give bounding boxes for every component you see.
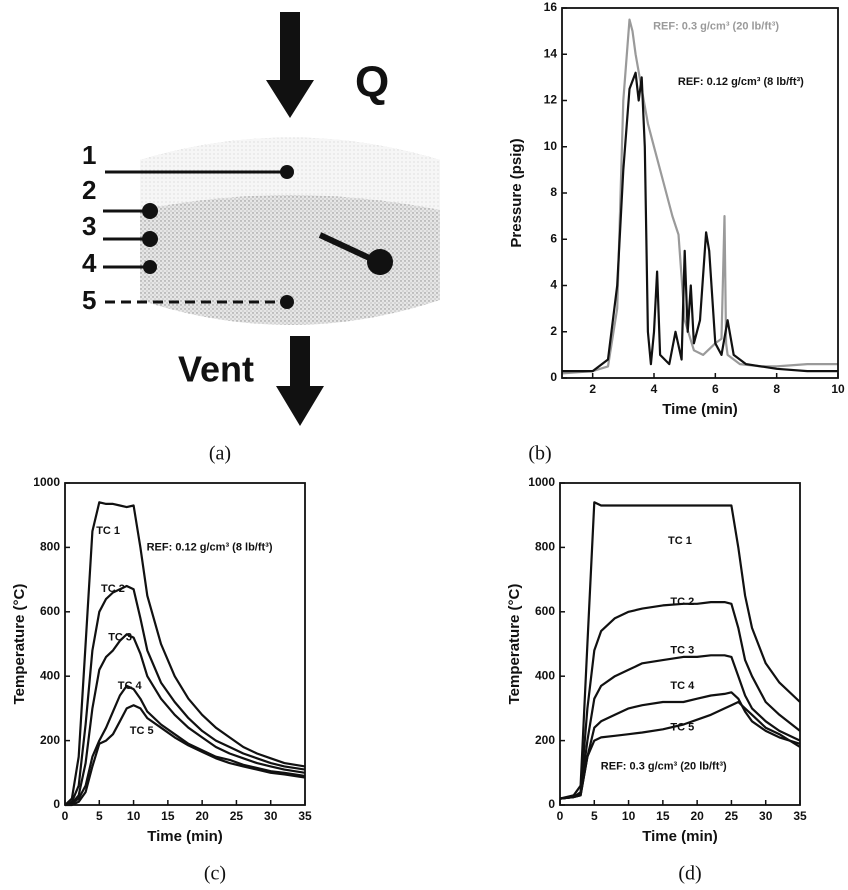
y-tick-label: 14 bbox=[544, 46, 558, 60]
x-tick-label: 0 bbox=[557, 809, 564, 823]
x-tick-label: 10 bbox=[622, 809, 636, 823]
x-axis-label: Time (min) bbox=[662, 401, 738, 418]
x-tick-label: 4 bbox=[651, 382, 658, 396]
probe-tip bbox=[142, 231, 158, 247]
y-tick-label: 8 bbox=[550, 185, 557, 199]
x-tick-label: 0 bbox=[62, 809, 69, 823]
series-label: TC 5 bbox=[670, 722, 694, 734]
pressure-probe-tip bbox=[367, 249, 393, 275]
series-label: TC 2 bbox=[670, 596, 694, 608]
y-tick-label: 6 bbox=[550, 231, 557, 245]
y-tick-label: 800 bbox=[535, 540, 555, 554]
series-line bbox=[64, 684, 306, 807]
series-line bbox=[64, 633, 306, 807]
x-tick-label: 6 bbox=[712, 382, 719, 396]
x-tick-label: 5 bbox=[96, 809, 103, 823]
x-tick-label: 20 bbox=[690, 809, 704, 823]
y-tick-label: 0 bbox=[548, 797, 555, 811]
position-label: 5 bbox=[82, 285, 96, 315]
position-label: 4 bbox=[82, 248, 97, 278]
diagram: Q 1 2 3 4 5 Vent (a) bbox=[82, 12, 440, 465]
y-tick-label: 400 bbox=[535, 668, 555, 682]
series-label: TC 3 bbox=[108, 631, 132, 643]
vent-label: Vent bbox=[178, 349, 254, 390]
probe-tip bbox=[280, 165, 294, 179]
series-line bbox=[559, 601, 801, 800]
y-axis-label: Temperature (°C) bbox=[11, 584, 28, 705]
series-label: TC 4 bbox=[118, 680, 143, 692]
panel-caption: (a) bbox=[209, 443, 231, 465]
y-tick-label: 400 bbox=[40, 668, 60, 682]
y-tick-label: 2 bbox=[550, 324, 557, 338]
series-line bbox=[561, 18, 838, 375]
y-tick-label: 12 bbox=[544, 93, 558, 107]
y-tick-label: 0 bbox=[53, 797, 60, 811]
probe-tip bbox=[280, 295, 294, 309]
probe-tip bbox=[142, 203, 158, 219]
plot-frame bbox=[559, 482, 801, 806]
y-axis-label: Pressure (psig) bbox=[508, 138, 525, 247]
y-axis-label: Temperature (°C) bbox=[506, 584, 523, 705]
x-tick-label: 20 bbox=[195, 809, 209, 823]
series-line bbox=[559, 501, 801, 800]
x-tick-label: 15 bbox=[656, 809, 670, 823]
series-line bbox=[559, 700, 801, 800]
series-label: TC 4 bbox=[670, 680, 695, 692]
position-label: 1 bbox=[82, 140, 96, 170]
series-line bbox=[562, 71, 838, 373]
x-tick-label: 8 bbox=[773, 382, 780, 396]
plot-frame bbox=[64, 482, 306, 806]
panel-caption: (c) bbox=[204, 863, 226, 885]
annotation: REF: 0.12 g/cm³ (8 lb/ft³) bbox=[147, 541, 273, 553]
series-label: TC 2 bbox=[101, 583, 125, 595]
y-tick-label: 16 bbox=[544, 0, 558, 14]
series-line bbox=[64, 501, 306, 806]
x-axis-label: Time (min) bbox=[147, 828, 223, 845]
series-label: REF: 0.3 g/cm³ (20 lb/ft³) bbox=[653, 20, 779, 32]
y-tick-label: 4 bbox=[550, 278, 557, 292]
series-label: REF: 0.12 g/cm³ (8 lb/ft³) bbox=[678, 76, 804, 88]
series-line bbox=[64, 584, 306, 806]
x-tick-label: 10 bbox=[127, 809, 141, 823]
q-label: Q bbox=[355, 58, 389, 107]
series-label: TC 1 bbox=[668, 535, 692, 547]
x-tick-label: 30 bbox=[264, 809, 278, 823]
x-tick-label: 35 bbox=[793, 809, 807, 823]
series-label: TC 1 bbox=[96, 525, 120, 537]
series-label: TC 3 bbox=[670, 644, 694, 656]
y-tick-label: 1000 bbox=[33, 475, 60, 489]
position-label: 3 bbox=[82, 211, 96, 241]
vent-arrow bbox=[276, 336, 324, 426]
x-tick-label: 30 bbox=[759, 809, 773, 823]
y-tick-label: 200 bbox=[535, 733, 555, 747]
panel-caption: (d) bbox=[678, 863, 701, 885]
y-tick-label: 1000 bbox=[528, 475, 555, 489]
y-tick-label: 200 bbox=[40, 733, 60, 747]
x-tick-label: 25 bbox=[725, 809, 739, 823]
probe-tip bbox=[143, 260, 157, 274]
series-label: TC 5 bbox=[130, 725, 154, 737]
y-tick-label: 600 bbox=[40, 604, 60, 618]
x-axis-label: Time (min) bbox=[642, 828, 718, 845]
x-tick-label: 15 bbox=[161, 809, 175, 823]
y-tick-label: 800 bbox=[40, 540, 60, 554]
series-line bbox=[559, 691, 801, 800]
x-tick-label: 35 bbox=[298, 809, 312, 823]
series-line bbox=[559, 654, 801, 800]
panel-caption: (b) bbox=[528, 443, 551, 465]
x-tick-label: 2 bbox=[589, 382, 596, 396]
y-tick-label: 10 bbox=[544, 139, 558, 153]
plot-frame bbox=[561, 7, 839, 379]
y-tick-label: 0 bbox=[550, 370, 557, 384]
series-line bbox=[65, 704, 306, 807]
heat-arrow bbox=[266, 12, 314, 118]
x-tick-label: 25 bbox=[230, 809, 244, 823]
x-tick-label: 10 bbox=[831, 382, 845, 396]
x-tick-label: 5 bbox=[591, 809, 598, 823]
y-tick-label: 600 bbox=[535, 604, 555, 618]
annotation: REF: 0.3 g/cm³ (20 lb/ft³) bbox=[601, 760, 727, 772]
position-label: 2 bbox=[82, 175, 96, 205]
